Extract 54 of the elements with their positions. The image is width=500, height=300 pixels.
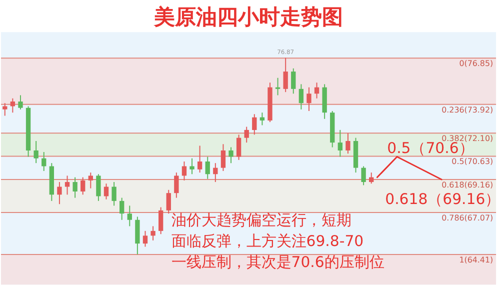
candlestick — [34, 140, 38, 164]
candlestick — [314, 82, 320, 99]
candlestick — [88, 172, 93, 189]
ref-line-label: 0.618(69.16) — [442, 180, 494, 190]
candlestick — [228, 146, 234, 164]
ref-line-label: 1(64.41) — [459, 255, 494, 264]
ref-line-label: 0.236(73.92) — [442, 105, 494, 114]
annotation: 0.618（69.16） — [385, 190, 500, 208]
candlestick — [298, 84, 304, 110]
candlestick — [174, 172, 179, 198]
ref-line-label: 0(76.85) — [459, 59, 494, 68]
annotation: 面临反弹，上方关注69.8-70 — [171, 232, 364, 250]
chart-title: 美原油四小时走势图 — [153, 5, 344, 30]
candlestick — [64, 175, 70, 196]
candlestick — [306, 86, 312, 112]
candlestick — [361, 166, 366, 186]
annotation: 一线压制，其次是70.6的压制位 — [171, 252, 384, 271]
ref-line-label: 0.5(70.63) — [452, 157, 494, 166]
candlestick — [158, 206, 164, 235]
candlestick — [346, 132, 350, 154]
candlestick — [252, 114, 257, 136]
candlestick — [142, 230, 148, 248]
candlestick — [190, 158, 194, 175]
candlestick — [205, 156, 210, 180]
candlestick — [18, 94, 23, 110]
candlestick — [236, 134, 242, 160]
candlestick — [112, 182, 116, 206]
candlestick — [2, 102, 8, 116]
candlestick — [291, 68, 296, 94]
candlestick — [96, 174, 101, 202]
candlestick — [244, 126, 249, 144]
candlestick — [42, 152, 46, 172]
candlestick — [260, 112, 265, 126]
candlestick — [150, 226, 156, 241]
ref-line-label: 0.786(67.07) — [442, 213, 494, 222]
candlestick — [213, 162, 218, 183]
candlestick — [166, 189, 171, 214]
annotation: 油价大趋势偏空运行，短期 — [171, 211, 352, 230]
candlestick — [127, 205, 132, 227]
candlestick — [104, 183, 109, 200]
candlestick — [72, 176, 78, 198]
candlestick — [220, 144, 226, 172]
candlestick — [283, 57, 288, 93]
candlestick — [275, 77, 280, 96]
candlestick — [80, 176, 86, 196]
candlestick — [57, 182, 62, 205]
candlestick — [338, 129, 342, 158]
candlestick — [182, 161, 187, 181]
candlestick — [197, 145, 202, 174]
candlestick — [120, 197, 124, 220]
ref-line-label: 0.382(72.10) — [442, 134, 494, 144]
candlestick — [10, 98, 16, 114]
candlestick — [369, 172, 374, 184]
candlestick — [135, 216, 140, 255]
